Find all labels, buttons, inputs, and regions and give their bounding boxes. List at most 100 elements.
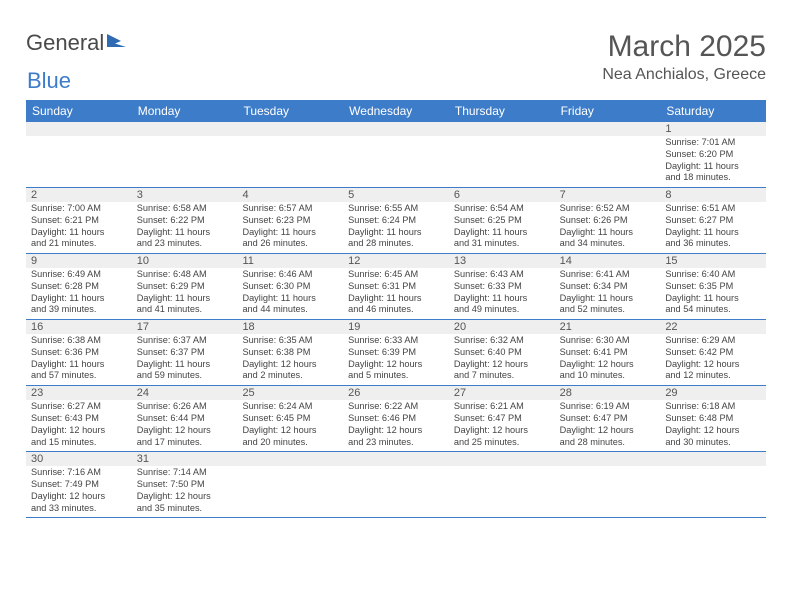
daylight-text-2: and 36 minutes. (665, 238, 761, 250)
daynum-row: 9101112131415 (26, 254, 766, 268)
day-header: Friday (555, 100, 661, 122)
month-title: March 2025 (602, 30, 766, 64)
sunrise-text: Sunrise: 6:58 AM (137, 203, 233, 215)
daylight-text-2: and 59 minutes. (137, 370, 233, 382)
day-number: 14 (555, 254, 661, 268)
day-number: 16 (26, 320, 132, 334)
sunrise-text: Sunrise: 6:18 AM (665, 401, 761, 413)
day-detail: Sunrise: 7:16 AMSunset: 7:49 PMDaylight:… (26, 466, 132, 517)
daylight-text-2: and 26 minutes. (242, 238, 338, 250)
sunrise-text: Sunrise: 6:46 AM (242, 269, 338, 281)
daylight-text-2: and 25 minutes. (454, 437, 550, 449)
daylight-text-2: and 17 minutes. (137, 437, 233, 449)
sunset-text: Sunset: 6:44 PM (137, 413, 233, 425)
day-number: 15 (660, 254, 766, 268)
sunset-text: Sunset: 6:45 PM (242, 413, 338, 425)
day-detail (343, 136, 449, 187)
daylight-text-2: and 41 minutes. (137, 304, 233, 316)
sunset-text: Sunset: 6:39 PM (348, 347, 444, 359)
sunset-text: Sunset: 6:21 PM (31, 215, 127, 227)
daylight-text-2: and 46 minutes. (348, 304, 444, 316)
day-number: 21 (555, 320, 661, 334)
sunset-text: Sunset: 6:31 PM (348, 281, 444, 293)
day-number: 3 (132, 188, 238, 202)
daylight-text-2: and 39 minutes. (31, 304, 127, 316)
daylight-text-2: and 21 minutes. (31, 238, 127, 250)
day-number: 8 (660, 188, 766, 202)
day-detail: Sunrise: 6:52 AMSunset: 6:26 PMDaylight:… (555, 202, 661, 253)
day-number: 26 (343, 386, 449, 400)
day-detail: Sunrise: 6:37 AMSunset: 6:37 PMDaylight:… (132, 334, 238, 385)
day-number (449, 452, 555, 466)
daylight-text-1: Daylight: 12 hours (665, 425, 761, 437)
day-number: 17 (132, 320, 238, 334)
sunrise-text: Sunrise: 6:26 AM (137, 401, 233, 413)
day-detail: Sunrise: 6:35 AMSunset: 6:38 PMDaylight:… (237, 334, 343, 385)
day-number: 31 (132, 452, 238, 466)
daylight-text-2: and 33 minutes. (31, 503, 127, 515)
day-number: 23 (26, 386, 132, 400)
daylight-text-1: Daylight: 12 hours (242, 359, 338, 371)
daylight-text-1: Daylight: 12 hours (137, 425, 233, 437)
sunset-text: Sunset: 7:49 PM (31, 479, 127, 491)
daylight-text-2: and 28 minutes. (560, 437, 656, 449)
daylight-text-1: Daylight: 12 hours (348, 425, 444, 437)
day-number: 1 (660, 122, 766, 136)
sunset-text: Sunset: 6:29 PM (137, 281, 233, 293)
sunset-text: Sunset: 6:37 PM (137, 347, 233, 359)
daynum-row: 23242526272829 (26, 386, 766, 400)
day-detail: Sunrise: 7:14 AMSunset: 7:50 PMDaylight:… (132, 466, 238, 517)
daylight-text-1: Daylight: 11 hours (665, 293, 761, 305)
day-number: 5 (343, 188, 449, 202)
day-detail: Sunrise: 6:22 AMSunset: 6:46 PMDaylight:… (343, 400, 449, 451)
day-header: Thursday (449, 100, 555, 122)
sunset-text: Sunset: 6:25 PM (454, 215, 550, 227)
daylight-text-1: Daylight: 11 hours (242, 227, 338, 239)
day-number (343, 452, 449, 466)
day-header: Monday (132, 100, 238, 122)
day-detail: Sunrise: 6:54 AMSunset: 6:25 PMDaylight:… (449, 202, 555, 253)
sunset-text: Sunset: 6:35 PM (665, 281, 761, 293)
daylight-text-2: and 49 minutes. (454, 304, 550, 316)
sunset-text: Sunset: 6:40 PM (454, 347, 550, 359)
sunset-text: Sunset: 6:36 PM (31, 347, 127, 359)
sunrise-text: Sunrise: 6:55 AM (348, 203, 444, 215)
day-detail: Sunrise: 6:26 AMSunset: 6:44 PMDaylight:… (132, 400, 238, 451)
day-detail (660, 466, 766, 517)
day-detail (26, 136, 132, 187)
day-detail: Sunrise: 6:38 AMSunset: 6:36 PMDaylight:… (26, 334, 132, 385)
daylight-text-2: and 20 minutes. (242, 437, 338, 449)
sunrise-text: Sunrise: 6:21 AM (454, 401, 550, 413)
daylight-text-1: Daylight: 11 hours (454, 227, 550, 239)
sunset-text: Sunset: 6:48 PM (665, 413, 761, 425)
day-detail: Sunrise: 6:24 AMSunset: 6:45 PMDaylight:… (237, 400, 343, 451)
daylight-text-2: and 34 minutes. (560, 238, 656, 250)
day-number: 12 (343, 254, 449, 268)
sunrise-text: Sunrise: 6:27 AM (31, 401, 127, 413)
logo-text-blue: Blue (27, 68, 71, 93)
sunset-text: Sunset: 6:28 PM (31, 281, 127, 293)
day-detail (449, 466, 555, 517)
day-number (343, 122, 449, 136)
day-number: 30 (26, 452, 132, 466)
daylight-text-2: and 10 minutes. (560, 370, 656, 382)
sunrise-text: Sunrise: 6:49 AM (31, 269, 127, 281)
day-number (237, 122, 343, 136)
sunset-text: Sunset: 6:33 PM (454, 281, 550, 293)
day-detail: Sunrise: 6:21 AMSunset: 6:47 PMDaylight:… (449, 400, 555, 451)
sunrise-text: Sunrise: 6:19 AM (560, 401, 656, 413)
sunrise-text: Sunrise: 6:30 AM (560, 335, 656, 347)
daynum-row: 3031 (26, 452, 766, 466)
day-header: Tuesday (237, 100, 343, 122)
day-number: 2 (26, 188, 132, 202)
sunrise-text: Sunrise: 7:01 AM (665, 137, 761, 149)
daylight-text-1: Daylight: 12 hours (348, 359, 444, 371)
day-number: 28 (555, 386, 661, 400)
daylight-text-1: Daylight: 11 hours (560, 227, 656, 239)
day-number: 19 (343, 320, 449, 334)
daynum-row: 2345678 (26, 188, 766, 202)
daylight-text-2: and 57 minutes. (31, 370, 127, 382)
day-detail: Sunrise: 6:57 AMSunset: 6:23 PMDaylight:… (237, 202, 343, 253)
daylight-text-1: Daylight: 12 hours (31, 425, 127, 437)
sunset-text: Sunset: 6:41 PM (560, 347, 656, 359)
